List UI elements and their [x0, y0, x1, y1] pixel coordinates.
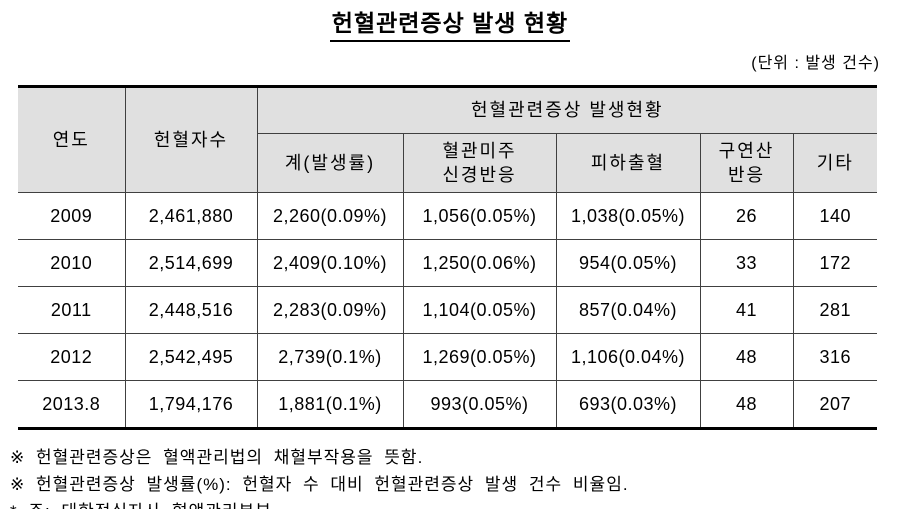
- table-row: 2009 2,461,880 2,260(0.09%) 1,056(0.05%)…: [18, 192, 878, 240]
- table-row: 2012 2,542,495 2,739(0.1%) 1,269(0.05%) …: [18, 333, 878, 381]
- table-cell: 2,448,516: [124, 286, 258, 334]
- col-header-group: 헌혈관련증상 발생현황: [256, 86, 878, 134]
- table-cell: 207: [792, 380, 878, 429]
- table-cell: 2012: [18, 333, 126, 381]
- table-cell: 2013.8: [18, 380, 126, 429]
- header-row-top: 연도 헌혈자수 헌혈관련증상 발생현황: [18, 86, 878, 193]
- page-title: 헌혈관련증상 발생 현황: [329, 4, 571, 42]
- col-header-vasovagal: 혈관미주 신경반응: [402, 133, 557, 193]
- table-cell: 172: [792, 239, 878, 287]
- table-cell: 1,269(0.05%): [402, 333, 557, 381]
- table-cell: 2,542,495: [124, 333, 258, 381]
- table-cell: 140: [792, 192, 878, 240]
- footnote-definition: ※ 헌혈관련증상은 혈액관리법의 채혈부작용을 뜻함.: [10, 448, 424, 467]
- table-cell: 2011: [18, 286, 126, 334]
- table-row: 2010 2,514,699 2,409(0.10%) 1,250(0.06%)…: [18, 239, 878, 287]
- table-cell: 281: [792, 286, 878, 334]
- footnote-rate-formula: ※ 헌혈관련증상 발생률(%): 헌혈자 수 대비 헌혈관련증상 발생 건수 비…: [10, 475, 629, 494]
- footnote-source: * 주: 대한적십자사 혈액관리본부: [10, 498, 900, 509]
- col-header-hematoma: 피하출혈: [555, 133, 701, 193]
- footnotes: ※ 헌혈관련증상은 혈액관리법의 채혈부작용을 뜻함. ※ 헌혈관련증상 발생률…: [10, 444, 900, 509]
- table-cell: 1,794,176: [124, 380, 258, 429]
- table-cell: 1,106(0.04%): [555, 333, 701, 381]
- table-cell: 2,739(0.1%): [256, 333, 404, 381]
- col-header-donors: 헌혈자수: [124, 86, 258, 193]
- donation-symptoms-table: 연도 헌혈자수 헌혈관련증상 발생현황 계(발생률) 혈관미주 신경반응 피하출…: [18, 85, 878, 430]
- col-header-total-rate: 계(발생률): [257, 133, 404, 193]
- table-cell: 316: [792, 333, 878, 381]
- col-header-year: 연도: [18, 86, 126, 193]
- table-cell: 2,514,699: [124, 239, 258, 287]
- table-cell: 2,260(0.09%): [256, 192, 404, 240]
- table-cell: 1,038(0.05%): [555, 192, 701, 240]
- table-cell: 33: [699, 239, 794, 287]
- table-cell: 41: [699, 286, 794, 334]
- table-cell: 954(0.05%): [555, 239, 701, 287]
- title-container: 헌혈관련증상 발생 현황: [0, 4, 900, 42]
- table-row: 2013.8 1,794,176 1,881(0.1%) 993(0.05%) …: [18, 380, 878, 429]
- table-cell: 1,056(0.05%): [402, 192, 557, 240]
- table-row: 2011 2,448,516 2,283(0.09%) 1,104(0.05%)…: [18, 286, 878, 334]
- table-cell: 1,881(0.1%): [256, 380, 404, 429]
- table-cell: 1,104(0.05%): [402, 286, 557, 334]
- table-cell: 2,409(0.10%): [256, 239, 404, 287]
- table-cell: 48: [699, 333, 794, 381]
- table-cell: 26: [699, 192, 794, 240]
- table-cell: 993(0.05%): [402, 380, 557, 429]
- table-cell: 2009: [18, 192, 126, 240]
- unit-label: (단위 : 발생 건수): [751, 55, 880, 72]
- table-cell: 2,461,880: [124, 192, 258, 240]
- table-cell: 1,250(0.06%): [402, 239, 557, 287]
- col-header-citrate: 구연산 반응: [699, 133, 794, 193]
- table-cell: 2,283(0.09%): [256, 286, 404, 334]
- table-cell: 48: [699, 380, 794, 429]
- col-header-etc: 기타: [792, 133, 878, 193]
- table-cell: 2010: [18, 239, 126, 287]
- table-cell: 693(0.03%): [555, 380, 701, 429]
- table-cell: 857(0.04%): [555, 286, 701, 334]
